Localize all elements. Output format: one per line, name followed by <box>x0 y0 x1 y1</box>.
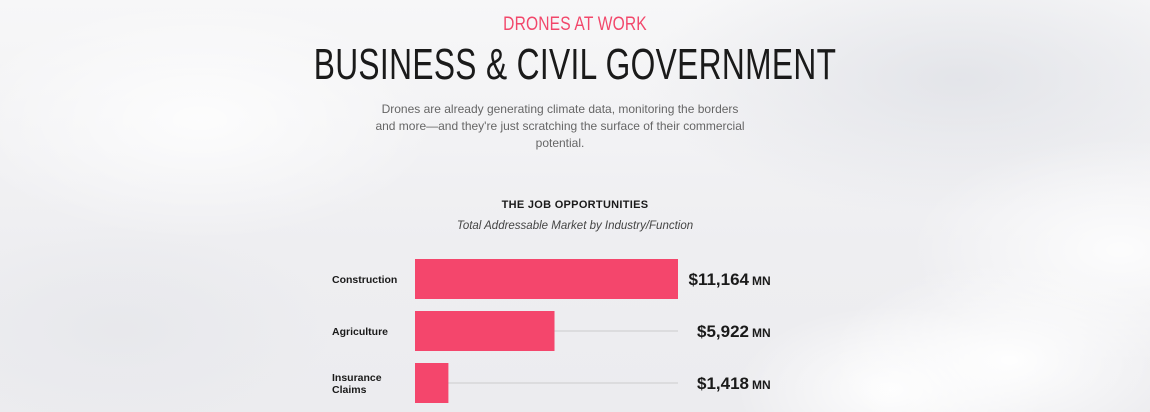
chart-title: THE JOB OPPORTUNITIES <box>501 199 649 211</box>
value-label: $11,164 <box>688 270 749 289</box>
chart-subtitle: Total Addressable Market by Industry/Fun… <box>456 220 694 232</box>
category-label: Construction <box>332 274 397 286</box>
category-label-line: Claims <box>332 384 367 396</box>
bar <box>415 259 678 299</box>
value-label: $1,418 <box>697 374 749 393</box>
value-label: $5,922 <box>697 322 749 341</box>
unit-label: MN <box>752 326 771 340</box>
category-label-line: Insurance <box>332 372 382 384</box>
unit-label: MN <box>752 378 771 392</box>
category-label-line: Construction <box>332 274 397 286</box>
category-label: Agriculture <box>332 326 388 338</box>
category-label: Insurance Claims <box>332 372 382 396</box>
page-title: BUSINESS & CIVIL GOVERNMENT <box>313 40 837 89</box>
eyebrow-heading: DRONES AT WORK <box>503 14 647 35</box>
intro-paragraph: Drones are already generating climate da… <box>375 102 745 150</box>
category-label-line: Agriculture <box>332 326 388 338</box>
bar <box>415 363 449 403</box>
bar <box>415 311 555 351</box>
unit-label: MN <box>752 274 771 288</box>
